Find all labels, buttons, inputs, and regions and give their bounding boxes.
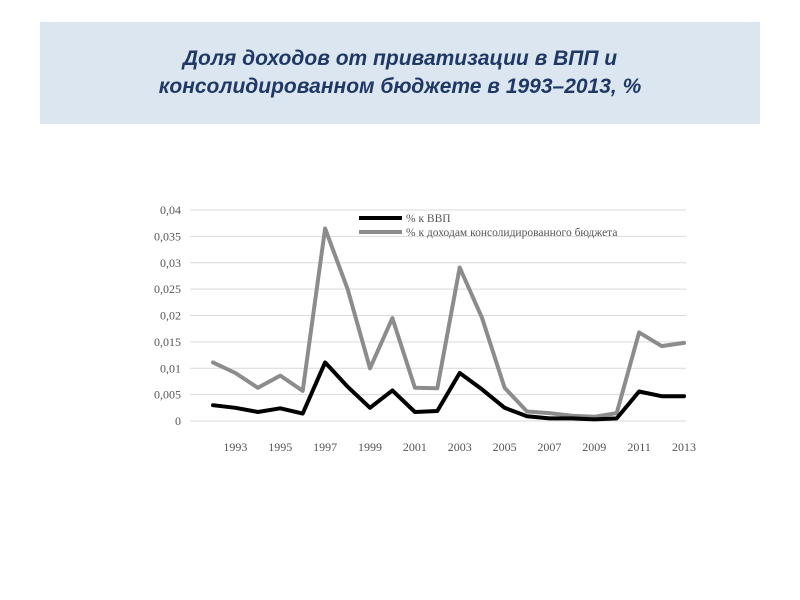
y-tick-label: 0	[175, 414, 181, 428]
chart-series	[211, 226, 686, 422]
chart-grid	[190, 209, 686, 422]
x-tick-label: 2011	[627, 440, 651, 454]
x-tick-label: 2005	[493, 440, 517, 454]
title-banner: Доля доходов от приватизации в ВПП и кон…	[40, 22, 760, 124]
series-line-0	[211, 360, 686, 422]
y-tick-label: 0,04	[160, 203, 181, 217]
y-tick-label: 0,025	[154, 282, 181, 296]
x-tick-label: 2013	[672, 440, 696, 454]
x-tick-label: 1993	[223, 440, 247, 454]
legend-label: % к доходам консолидированного бюджета	[406, 227, 617, 239]
slide-title: Доля доходов от приватизации в ВПП и кон…	[158, 47, 642, 98]
y-tick-label: 0,035	[154, 229, 181, 243]
y-tick-label: 0,03	[160, 256, 181, 270]
x-axis-ticks: 1993 1995 1997 1999 2001 2003 2005 2007 2009 2011…	[223, 440, 696, 454]
series-line-1	[211, 226, 686, 419]
x-tick-label: 1997	[313, 440, 337, 454]
legend-label: % к ВВП	[406, 213, 451, 225]
y-tick-label: 0,01	[160, 361, 181, 375]
y-tick-label: 0,02	[160, 309, 181, 323]
y-axis-ticks: 0,04 0,035 0,03 0,025 0,02 0,015 0,01 0,005 0	[154, 203, 181, 428]
x-tick-label: 1995	[268, 440, 292, 454]
x-tick-label: 2003	[448, 440, 472, 454]
chart-legend: % к ВВП % к доходам консолидированного бю…	[359, 213, 617, 239]
x-tick-label: 2007	[537, 440, 561, 454]
y-tick-label: 0,005	[154, 388, 181, 402]
x-tick-label: 1999	[358, 440, 382, 454]
x-tick-label: 2001	[403, 440, 427, 454]
y-tick-label: 0,015	[154, 335, 181, 349]
x-tick-label: 2009	[582, 440, 606, 454]
